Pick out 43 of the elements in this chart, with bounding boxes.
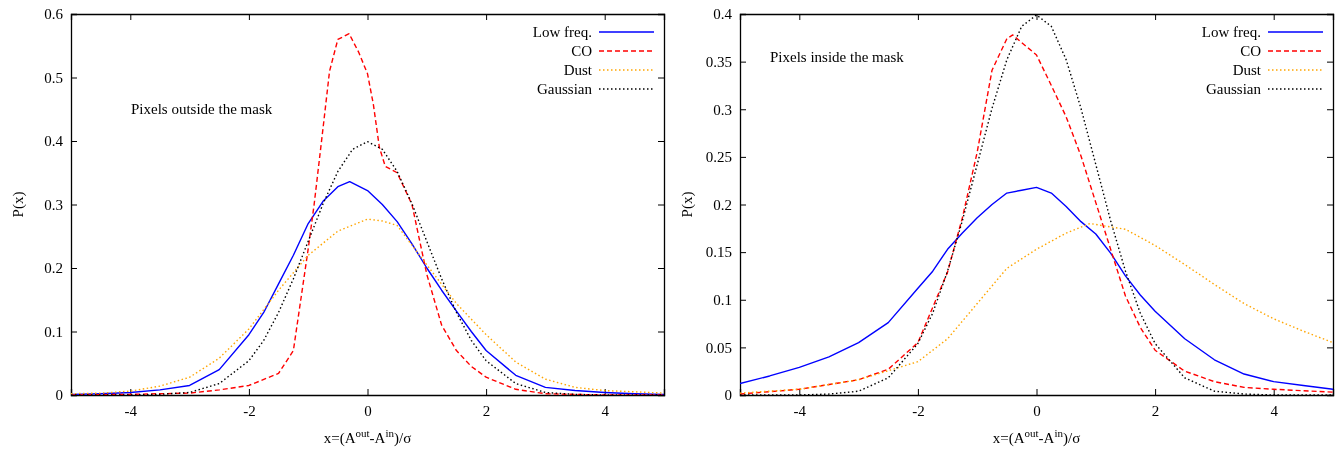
legend-label: Gaussian [537,81,593,97]
x-tick-label: -2 [243,402,256,419]
y-tick-label: 0.35 [705,53,732,70]
y-tick-label: 0.4 [713,6,733,23]
y-tick-label: 0.25 [705,149,732,166]
y-tick-label: 0.4 [44,133,64,150]
y-tick-label: 0.6 [44,6,64,23]
y-tick-label: 0 [55,387,63,404]
x-tick-label: 2 [1151,402,1160,419]
y-axis-title: P(x) [679,191,696,218]
y-tick-label: 0.1 [713,292,732,309]
legend-label: Low freq. [532,24,592,40]
x-tick-label: 4 [601,402,610,419]
line-series [740,186,1333,390]
y-tick-label: 0 [724,387,732,404]
y-axis-title: P(x) [10,191,27,218]
annotation: Pixels inside the mask [770,49,905,65]
x-tick-label: -4 [793,402,807,419]
y-tick-label: 0.3 [713,101,732,118]
legend-label: CO [571,43,593,59]
x-tick-label: 0 [364,402,372,419]
y-tick-label: 0.5 [44,69,63,86]
x-tick-label: -4 [124,402,138,419]
y-tick-label: 0.2 [713,196,732,213]
legend-label: CO [1240,43,1262,59]
y-tick-label: 0.3 [44,196,63,213]
y-tick-label: 0.2 [44,260,63,277]
x-tick-label: 2 [482,402,491,419]
x-axis-title: x=(A$^{out}$-A$^{in}$)/σ [323,427,412,447]
legend-label: Dust [1232,62,1262,78]
annotation: Pixels outside the mask [131,101,273,117]
y-tick-label: 0.05 [705,339,732,356]
legend-label: Gaussian [1206,81,1262,97]
x-axis-title: x=(A$^{out}$-A$^{in}$)/σ [992,427,1081,447]
line-series [740,222,1333,394]
legend-label: Low freq. [1201,24,1261,40]
line-series [71,218,664,395]
x-tick-label: 4 [1270,402,1279,419]
x-tick-label: 0 [1033,402,1041,419]
y-tick-label: 0.1 [44,323,63,340]
legend-label: Dust [563,62,593,78]
y-tick-label: 0.15 [705,244,732,261]
x-tick-label: -2 [912,402,925,419]
